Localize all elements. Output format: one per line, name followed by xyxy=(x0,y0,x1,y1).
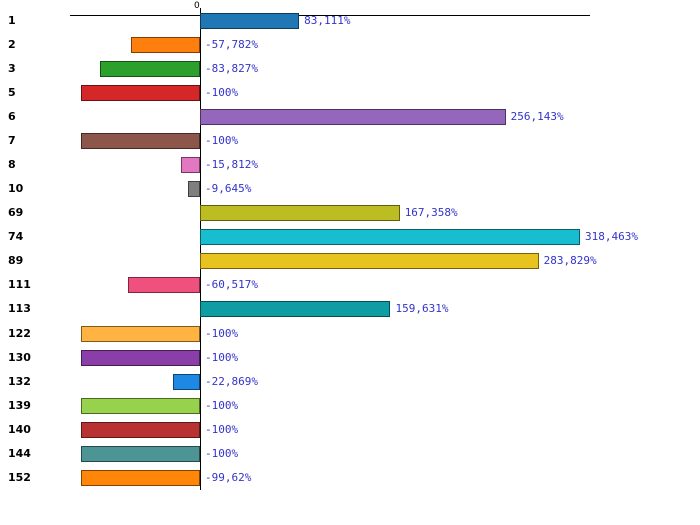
category-label: 140 xyxy=(8,422,31,436)
value-label: -99,62% xyxy=(205,471,252,485)
category-label: 69 xyxy=(8,206,24,220)
value-label: 318,463% xyxy=(585,230,638,244)
category-label: 3 xyxy=(8,61,16,75)
category-label: 89 xyxy=(8,254,24,268)
value-label: -100% xyxy=(205,398,239,412)
category-label: 2 xyxy=(8,37,16,51)
value-label: -9,645% xyxy=(205,182,252,196)
bar-6 xyxy=(200,108,506,125)
category-label: 122 xyxy=(8,326,31,340)
value-label: 83,111% xyxy=(304,13,351,27)
category-label: 1 xyxy=(8,13,16,27)
axis-zero-label: 0 xyxy=(194,1,200,11)
bar-69 xyxy=(200,205,400,222)
category-label: 113 xyxy=(8,302,31,316)
bar-144 xyxy=(80,445,200,462)
bar-122 xyxy=(80,325,200,342)
bar-10 xyxy=(188,181,200,198)
category-label: 144 xyxy=(8,446,31,460)
value-label: 256,143% xyxy=(510,109,564,123)
category-label: 111 xyxy=(8,278,31,292)
category-label: 132 xyxy=(8,374,31,388)
category-label: 7 xyxy=(8,133,16,147)
bar-2 xyxy=(131,36,200,53)
category-label: 8 xyxy=(8,157,16,171)
bar-3 xyxy=(99,60,200,77)
bar-8 xyxy=(181,156,200,173)
bar-7 xyxy=(80,132,200,149)
value-label: -100% xyxy=(205,350,239,364)
bar-74 xyxy=(200,229,580,246)
value-label: 167,358% xyxy=(404,206,458,220)
value-label: -22,869% xyxy=(205,374,258,388)
value-label: 159,631% xyxy=(395,302,449,316)
zero-axis-line xyxy=(200,8,201,490)
value-label: -15,812% xyxy=(205,157,258,171)
value-label: -60,517% xyxy=(205,278,258,292)
value-label: -100% xyxy=(205,133,239,147)
category-label: 74 xyxy=(8,230,24,244)
category-label: 152 xyxy=(8,471,31,485)
bar-1 xyxy=(200,12,300,29)
value-label: -100% xyxy=(205,326,239,340)
bar-132 xyxy=(172,373,200,390)
value-label: -100% xyxy=(205,446,239,460)
bar-130 xyxy=(80,349,200,366)
bar-111 xyxy=(127,277,200,294)
category-label: 130 xyxy=(8,350,31,364)
bar-139 xyxy=(80,397,200,414)
value-label: -57,782% xyxy=(205,37,258,51)
value-label: -100% xyxy=(205,85,239,99)
value-label: -83,827% xyxy=(205,61,258,75)
top-axis-line xyxy=(70,15,590,16)
bar-5 xyxy=(80,84,200,101)
category-label: 139 xyxy=(8,398,31,412)
value-label: 283,829% xyxy=(543,254,597,268)
bar-89 xyxy=(200,253,539,270)
value-label: -100% xyxy=(205,422,239,436)
bar-152 xyxy=(81,470,200,487)
bar-140 xyxy=(80,421,200,438)
category-label: 10 xyxy=(8,182,24,196)
category-label: 5 xyxy=(8,85,16,99)
category-label: 6 xyxy=(8,109,16,123)
bar-113 xyxy=(200,301,391,318)
